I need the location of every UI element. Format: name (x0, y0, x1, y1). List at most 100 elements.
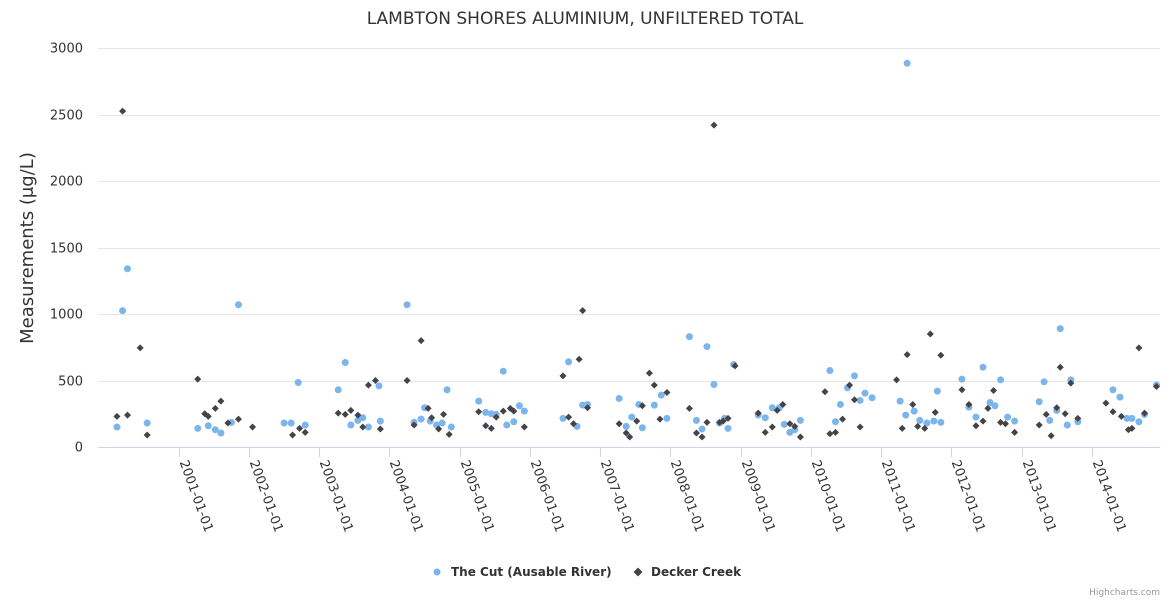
data-point[interactable] (565, 413, 573, 421)
data-point[interactable] (499, 407, 507, 415)
data-point[interactable] (754, 409, 762, 417)
data-point[interactable] (846, 381, 854, 389)
data-point[interactable] (510, 418, 518, 426)
data-point[interactable] (972, 413, 980, 421)
data-point[interactable] (289, 431, 297, 439)
data-point[interactable] (997, 376, 1005, 384)
data-point[interactable] (761, 414, 769, 422)
data-point[interactable] (731, 362, 739, 370)
data-point[interactable] (475, 397, 483, 405)
data-point[interactable] (559, 372, 567, 380)
data-point[interactable] (224, 419, 232, 427)
data-point[interactable] (376, 425, 384, 433)
data-point[interactable] (301, 428, 309, 436)
data-point[interactable] (910, 407, 918, 415)
data-point[interactable] (903, 351, 911, 359)
data-point[interactable] (856, 423, 864, 431)
data-point[interactable] (438, 419, 446, 427)
data-point[interactable] (638, 424, 646, 432)
data-point[interactable] (287, 419, 295, 427)
data-point[interactable] (1128, 414, 1136, 422)
data-point[interactable] (1011, 428, 1019, 436)
data-point[interactable] (294, 378, 302, 386)
data-point[interactable] (868, 394, 876, 402)
data-point[interactable] (1056, 363, 1064, 371)
data-point[interactable] (791, 422, 799, 430)
data-point[interactable] (364, 423, 372, 431)
data-point[interactable] (780, 420, 788, 428)
data-point[interactable] (663, 414, 671, 422)
data-point[interactable] (1011, 417, 1019, 425)
data-point[interactable] (821, 388, 829, 396)
data-point[interactable] (692, 416, 700, 424)
data-point[interactable] (1046, 416, 1054, 424)
data-point[interactable] (376, 417, 384, 425)
data-point[interactable] (896, 397, 904, 405)
data-point[interactable] (832, 428, 839, 436)
data-point[interactable] (914, 422, 922, 430)
data-point[interactable] (417, 415, 425, 423)
data-point[interactable] (850, 396, 858, 404)
data-point[interactable] (417, 337, 425, 345)
data-point[interactable] (570, 420, 578, 428)
data-point[interactable] (836, 400, 844, 408)
data-point[interactable] (916, 416, 924, 424)
data-point[interactable] (826, 367, 834, 375)
data-point[interactable] (1035, 398, 1043, 406)
legend-item-the-cut[interactable]: The Cut (Ausable River) (433, 565, 612, 579)
data-point[interactable] (475, 408, 483, 416)
data-point[interactable] (638, 402, 646, 410)
data-point[interactable] (1056, 325, 1064, 333)
data-point[interactable] (710, 380, 718, 388)
data-point[interactable] (979, 363, 987, 371)
data-point[interactable] (482, 422, 490, 430)
data-point[interactable] (796, 433, 804, 441)
data-point[interactable] (1053, 404, 1061, 412)
data-point[interactable] (359, 414, 367, 422)
data-point[interactable] (909, 400, 917, 408)
data-point[interactable] (703, 418, 711, 426)
data-point[interactable] (143, 419, 151, 427)
data-point[interactable] (768, 423, 776, 431)
data-point[interactable] (622, 422, 630, 430)
data-point[interactable] (657, 391, 665, 399)
data-point[interactable] (249, 423, 257, 431)
data-point[interactable] (1123, 414, 1131, 422)
data-point[interactable] (1061, 410, 1069, 418)
data-point[interactable] (341, 410, 349, 418)
data-point[interactable] (850, 372, 858, 380)
data-point[interactable] (761, 428, 769, 436)
data-point[interactable] (334, 409, 342, 417)
data-point[interactable] (1102, 399, 1110, 407)
data-point[interactable] (492, 413, 500, 421)
data-point[interactable] (1042, 410, 1050, 418)
data-point[interactable] (615, 394, 623, 402)
legend-item-decker-creek[interactable]: Decker Creek (633, 565, 743, 579)
data-point[interactable] (626, 433, 634, 441)
data-point[interactable] (113, 423, 121, 431)
data-point[interactable] (933, 387, 941, 395)
data-point[interactable] (1001, 420, 1009, 428)
data-point[interactable] (1116, 393, 1124, 401)
data-point[interactable] (584, 404, 592, 412)
data-point[interactable] (1117, 412, 1125, 420)
data-point[interactable] (832, 418, 839, 426)
data-point[interactable] (986, 398, 994, 406)
data-point[interactable] (113, 412, 121, 420)
data-point[interactable] (703, 343, 711, 351)
data-point[interactable] (1047, 432, 1055, 440)
data-point[interactable] (628, 413, 636, 421)
data-point[interactable] (615, 420, 623, 428)
data-point[interactable] (435, 425, 443, 433)
data-point[interactable] (1063, 421, 1071, 429)
data-point[interactable] (194, 424, 202, 432)
data-point[interactable] (296, 424, 304, 432)
data-point[interactable] (1152, 382, 1160, 390)
data-point[interactable] (893, 376, 901, 384)
data-point[interactable] (124, 265, 131, 273)
data-point[interactable] (839, 415, 847, 423)
data-point[interactable] (143, 431, 151, 439)
data-point[interactable] (796, 416, 804, 424)
data-point[interactable] (443, 386, 451, 394)
data-point[interactable] (347, 421, 355, 429)
